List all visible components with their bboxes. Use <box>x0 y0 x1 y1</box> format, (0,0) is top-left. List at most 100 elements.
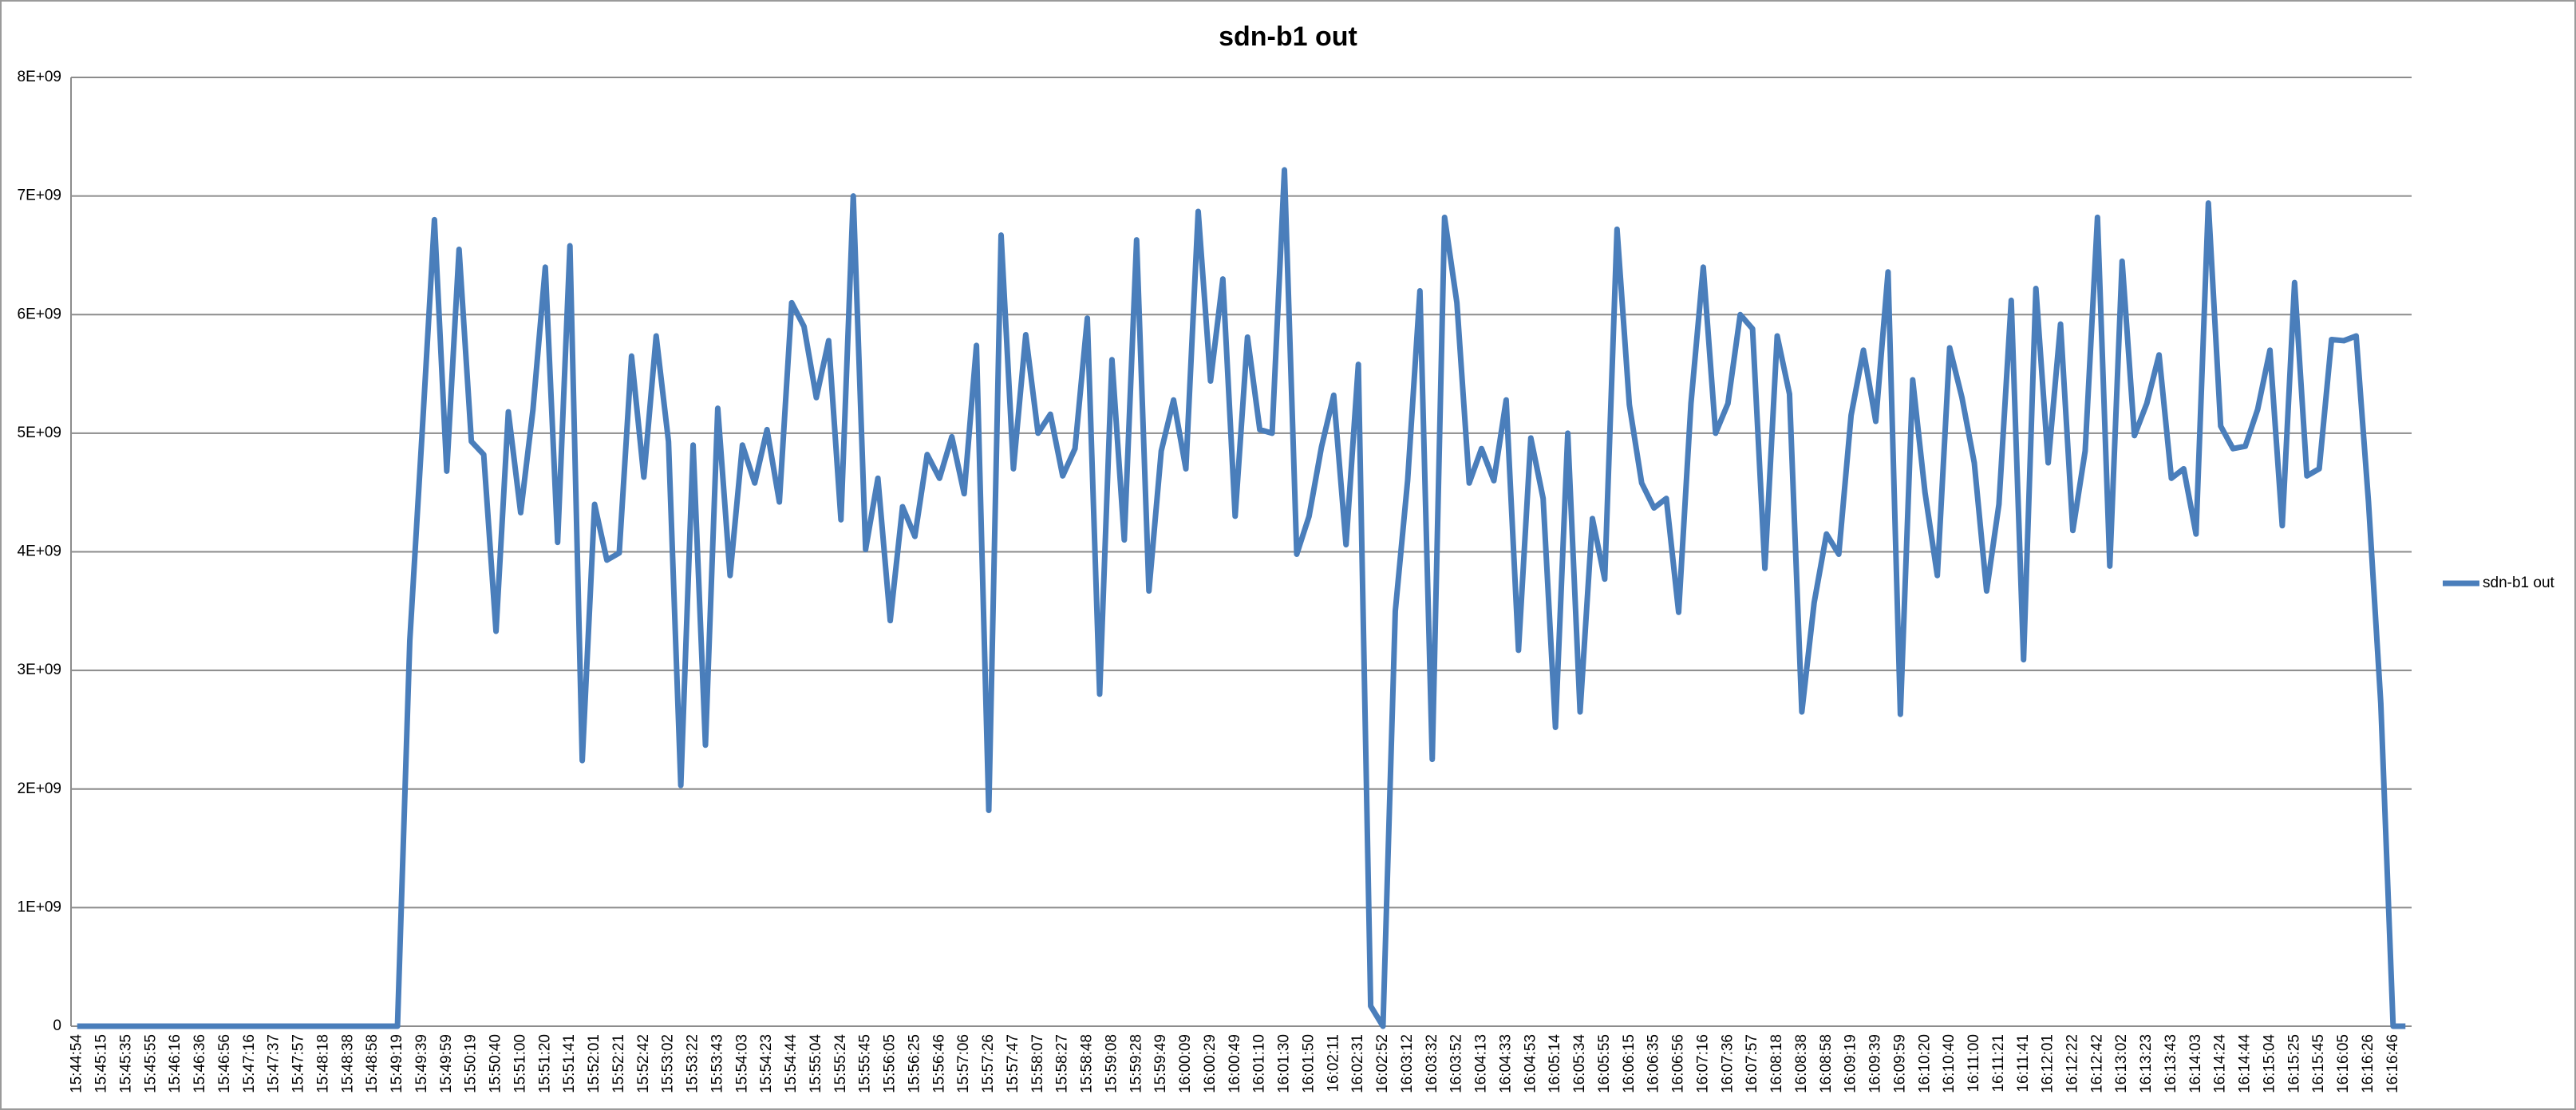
x-tick-label: 16:04:53 <box>1522 1034 1539 1093</box>
x-tick-label: 15:46:56 <box>216 1034 233 1093</box>
x-tick-label: 15:51:20 <box>536 1034 553 1093</box>
x-tick-label: 15:55:24 <box>832 1034 849 1093</box>
x-tick-label: 15:48:18 <box>314 1034 331 1093</box>
y-tick-label: 5E+09 <box>18 425 61 441</box>
x-tick-label: 15:49:39 <box>413 1034 430 1093</box>
x-tick-label: 15:45:15 <box>93 1034 110 1093</box>
x-tick-label: 16:10:40 <box>1941 1034 1958 1093</box>
x-tick-label: 15:56:25 <box>906 1034 923 1093</box>
series-line <box>77 167 2406 1029</box>
x-tick-label: 16:08:18 <box>1768 1034 1785 1093</box>
x-tick-label: 16:08:38 <box>1793 1034 1810 1093</box>
x-tick-label: 16:07:57 <box>1744 1034 1760 1093</box>
x-tick-label: 15:56:46 <box>930 1034 947 1093</box>
x-tick-label: 16:07:36 <box>1719 1034 1736 1093</box>
x-tick-label: 16:16:46 <box>2384 1034 2401 1093</box>
x-tick-label: 16:11:21 <box>1990 1034 2007 1092</box>
x-tick-label: 16:07:16 <box>1694 1034 1711 1093</box>
x-tick-label: 15:58:27 <box>1054 1034 1071 1093</box>
x-tick-label: 15:52:42 <box>635 1034 652 1093</box>
x-tick-label: 16:09:19 <box>1843 1034 1859 1093</box>
x-tick-label: 16:11:00 <box>1966 1034 1982 1092</box>
x-tick-label: 15:46:16 <box>167 1034 184 1093</box>
x-tick-label: 15:55:45 <box>857 1034 874 1093</box>
x-tick-label: 15:57:26 <box>980 1034 997 1093</box>
x-tick-label: 16:09:39 <box>1867 1034 1884 1093</box>
x-tick-label: 16:04:33 <box>1497 1034 1514 1093</box>
x-tick-label: 16:13:23 <box>2138 1034 2155 1093</box>
x-tick-label: 15:46:36 <box>192 1034 208 1093</box>
x-tick-label: 16:02:52 <box>1374 1034 1391 1093</box>
x-tick-label: 16:14:44 <box>2237 1034 2254 1093</box>
x-tick-label: 15:59:28 <box>1128 1034 1144 1093</box>
x-tick-label: 16:02:11 <box>1325 1034 1341 1092</box>
x-tick-label: 16:12:42 <box>2088 1034 2105 1093</box>
x-tick-label: 16:00:29 <box>1202 1034 1219 1093</box>
x-tick-label: 15:45:55 <box>142 1034 159 1093</box>
x-tick-label: 16:15:25 <box>2286 1034 2302 1093</box>
x-tick-label: 16:03:12 <box>1399 1034 1416 1093</box>
x-tick-label: 16:00:09 <box>1177 1034 1194 1093</box>
x-tick-label: 15:48:38 <box>339 1034 356 1093</box>
x-tick-label: 16:09:59 <box>1891 1034 1908 1093</box>
x-tick-label: 15:51:00 <box>512 1034 528 1093</box>
x-tick-label: 15:47:16 <box>241 1034 258 1093</box>
x-tick-label: 16:14:24 <box>2212 1034 2229 1093</box>
x-tick-label: 15:50:19 <box>463 1034 480 1093</box>
x-tick-label: 15:47:37 <box>266 1034 282 1093</box>
x-tick-label: 16:05:34 <box>1571 1034 1588 1093</box>
x-tick-label: 16:10:20 <box>1916 1034 1933 1093</box>
x-tick-label: 16:03:52 <box>1448 1034 1465 1093</box>
x-tick-label: 15:57:47 <box>1005 1034 1021 1093</box>
y-tick-label: 2E+09 <box>18 780 61 797</box>
x-tick-label: 16:13:02 <box>2113 1034 2130 1093</box>
x-tick-label: 16:12:22 <box>2064 1034 2081 1093</box>
x-tick-label: 16:00:49 <box>1227 1034 1243 1093</box>
y-tick-label: 1E+09 <box>18 899 61 915</box>
x-tick-label: 16:14:03 <box>2187 1034 2204 1093</box>
x-tick-label: 16:01:30 <box>1276 1034 1293 1093</box>
x-tick-label: 16:11:41 <box>2015 1034 2032 1092</box>
x-tick-label: 16:04:13 <box>1473 1034 1490 1093</box>
x-tick-label: 15:49:59 <box>438 1034 455 1093</box>
x-tick-label: 15:59:08 <box>1103 1034 1120 1093</box>
x-tick-label: 16:15:04 <box>2261 1034 2278 1093</box>
x-tick-label: 15:50:40 <box>488 1034 504 1093</box>
x-tick-label: 15:53:02 <box>660 1034 677 1093</box>
y-tick-label: 8E+09 <box>18 69 61 85</box>
x-tick-label: 16:03:32 <box>1424 1034 1440 1093</box>
x-tick-label: 16:08:58 <box>1818 1034 1835 1093</box>
x-tick-label: 15:54:44 <box>783 1034 800 1093</box>
x-tick-label: 16:05:55 <box>1596 1034 1613 1093</box>
x-tick-label: 16:16:26 <box>2360 1034 2376 1093</box>
x-tick-label: 15:58:48 <box>1079 1034 1096 1093</box>
x-tick-label: 16:13:43 <box>2163 1034 2179 1093</box>
x-tick-label: 16:05:14 <box>1547 1034 1563 1093</box>
x-tick-label: 15:49:19 <box>389 1034 405 1093</box>
x-tick-label: 15:57:06 <box>955 1034 972 1093</box>
x-tick-label: 15:48:58 <box>364 1034 381 1093</box>
x-tick-label: 15:52:21 <box>610 1034 627 1093</box>
legend-label: sdn-b1 out <box>2483 575 2555 591</box>
x-tick-label: 16:01:10 <box>1251 1034 1268 1093</box>
y-tick-label: 7E+09 <box>18 188 61 204</box>
y-tick-label: 0 <box>53 1017 61 1034</box>
x-tick-label: 15:53:43 <box>709 1034 725 1093</box>
x-tick-label: 15:55:04 <box>808 1034 824 1093</box>
x-tick-label: 15:47:57 <box>290 1034 307 1093</box>
x-tick-label: 15:54:03 <box>733 1034 750 1093</box>
x-tick-label: 16:06:35 <box>1646 1034 1662 1093</box>
chart-title: sdn-b1 out <box>1219 22 1357 52</box>
x-tick-label: 15:44:54 <box>69 1034 85 1093</box>
x-tick-label: 16:01:50 <box>1300 1034 1317 1093</box>
x-tick-label: 16:15:45 <box>2310 1034 2327 1093</box>
y-tick-label: 4E+09 <box>18 543 61 560</box>
x-tick-label: 15:45:35 <box>117 1034 134 1093</box>
x-tick-label: 15:56:05 <box>882 1034 899 1093</box>
y-tick-label: 6E+09 <box>18 306 61 322</box>
x-tick-label: 15:53:22 <box>685 1034 701 1093</box>
x-tick-label: 16:02:31 <box>1349 1034 1366 1093</box>
x-tick-label: 15:59:49 <box>1152 1034 1169 1093</box>
